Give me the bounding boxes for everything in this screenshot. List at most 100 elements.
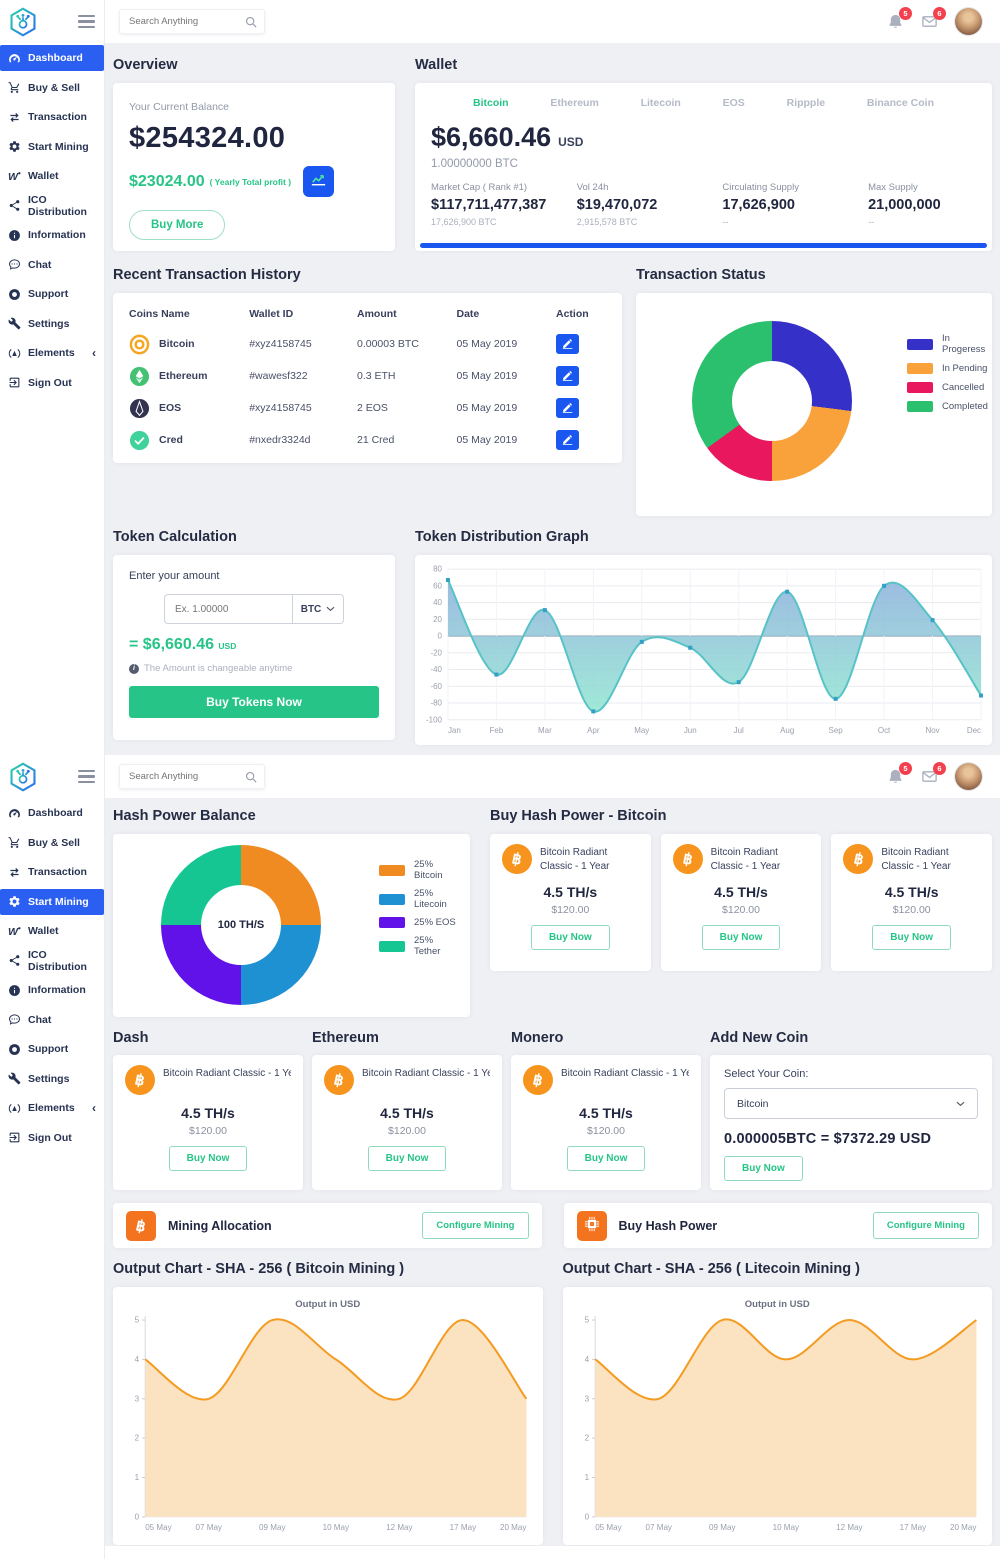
buy-hash-power-card: Buy Hash Power Configure Mining — [563, 1203, 992, 1248]
support-icon — [8, 288, 21, 301]
messages-icon[interactable]: 6 — [921, 7, 946, 30]
edit-transaction-button[interactable] — [556, 430, 579, 450]
buy-now-button[interactable]: Buy Now — [530, 925, 610, 950]
hash-rate: 4.5 TH/s — [714, 884, 768, 900]
edit-transaction-button[interactable] — [556, 366, 579, 386]
user-avatar[interactable] — [955, 763, 982, 790]
sidebar-item-ico-distribution[interactable]: ICO Distribution — [0, 193, 104, 219]
info-icon: i — [129, 663, 139, 674]
cart-icon — [8, 81, 21, 94]
sidebar-item-dashboard[interactable]: Dashboard — [0, 45, 104, 71]
notifications-bell-icon[interactable]: 5 — [887, 7, 912, 30]
coin-cell: Ethereum — [129, 366, 249, 387]
sidebar-item-wallet[interactable]: W Wallet — [0, 918, 104, 944]
plan-price: $120.00 — [551, 904, 590, 916]
buy-more-button[interactable]: Buy More — [129, 210, 226, 240]
sidebar-item-buy-sell[interactable]: Buy & Sell — [0, 75, 104, 101]
sidebar-item-start-mining[interactable]: Start Mining — [0, 134, 104, 160]
sidebar-item-transaction[interactable]: Transaction — [0, 859, 104, 885]
token-calc-column: Token Calculation Enter your amount BTC … — [113, 528, 395, 745]
wallet-tab-rippple[interactable]: Rippple — [786, 97, 826, 109]
wallet-tab-eos[interactable]: EOS — [722, 97, 745, 109]
svg-text:-60: -60 — [430, 682, 442, 691]
sidebar-item-support[interactable]: Support — [0, 281, 104, 307]
wallet-tab-ethereum[interactable]: Ethereum — [550, 97, 599, 109]
sidebar-item-transaction[interactable]: Transaction — [0, 104, 104, 130]
search-box[interactable] — [119, 9, 265, 34]
sidebar-item-settings[interactable]: Settings — [0, 311, 104, 337]
buy-now-button[interactable]: Buy Now — [872, 925, 952, 950]
buy-now-button[interactable]: Buy Now — [367, 1146, 447, 1171]
wallet-tab-litecoin[interactable]: Litecoin — [640, 97, 681, 109]
edit-transaction-button[interactable] — [556, 398, 579, 418]
chat-icon — [8, 258, 21, 271]
notifications-bell-icon[interactable]: 5 — [887, 762, 912, 785]
messages-icon[interactable]: 6 — [921, 762, 946, 785]
svg-text:17 May: 17 May — [899, 1523, 925, 1532]
wallet-indicator-bar — [420, 243, 987, 248]
sidebar-item-chat[interactable]: Chat — [0, 1007, 104, 1033]
action-cell — [556, 366, 606, 386]
sidebar-item-label: Sign Out — [28, 376, 72, 389]
legend-swatch — [379, 917, 405, 928]
sidebar-item-chat[interactable]: Chat — [0, 252, 104, 278]
buy-now-button[interactable]: Buy Now — [168, 1146, 248, 1171]
bitcoin-icon: ฿ — [502, 844, 532, 874]
eos-coin-icon — [129, 398, 150, 419]
svg-text:09 May: 09 May — [259, 1523, 285, 1532]
sidebar-item-elements[interactable]: Elements ‹ — [0, 1095, 104, 1121]
sidebar-item-wallet[interactable]: W Wallet — [0, 163, 104, 189]
output-litecoin-column: Output Chart - SHA - 256 ( Litecoin Mini… — [562, 1260, 992, 1545]
svg-text:Oct: Oct — [878, 726, 891, 735]
currency-select[interactable]: BTC — [292, 594, 344, 624]
wallet-currency: USD — [558, 135, 584, 149]
svg-text:Nov: Nov — [925, 726, 939, 735]
menu-toggle-icon[interactable] — [78, 767, 95, 787]
svg-text:10 May: 10 May — [323, 1523, 349, 1532]
sidebar-item-support[interactable]: Support — [0, 1036, 104, 1062]
hash-chart-legend: 25% Bitcoin 25% Litecoin 25% EOS 25% Tether — [379, 859, 460, 957]
legend-item: Cancelled — [907, 382, 988, 393]
sidebar-item-ico-distribution[interactable]: ICO Distribution — [0, 948, 104, 974]
search-box[interactable] — [119, 764, 265, 789]
sidebar-item-sign-out[interactable]: Sign Out — [0, 370, 104, 396]
sidebar-item-sign-out[interactable]: Sign Out — [0, 1125, 104, 1151]
legend-label: In Pending — [942, 363, 988, 374]
column-header-action: Action — [556, 307, 589, 320]
chart-line-icon — [303, 166, 335, 197]
sidebar-item-dashboard[interactable]: Dashboard — [0, 800, 104, 826]
message-badge: 6 — [933, 7, 946, 20]
wallet-tabs: Bitcoin Ethereum Litecoin EOS Rippple Binance… — [431, 95, 976, 109]
user-avatar[interactable] — [955, 8, 982, 35]
plan-name: Bitcoin Radiant Classic - 1 Year — [710, 847, 781, 872]
sidebar-item-information[interactable]: Information — [0, 977, 104, 1003]
legend-label: In Progeress — [942, 333, 986, 355]
sidebar-item-buy-sell[interactable]: Buy & Sell — [0, 830, 104, 856]
buy-now-button[interactable]: Buy Now — [724, 1156, 803, 1181]
stat-sub: 17,626,900 BTC — [431, 217, 497, 227]
buy-now-button[interactable]: Buy Now — [701, 925, 781, 950]
sidebar-item-start-mining[interactable]: Start Mining — [0, 888, 104, 915]
buy-now-button[interactable]: Buy Now — [566, 1146, 646, 1171]
svg-text:-40: -40 — [430, 665, 442, 674]
coin-select[interactable]: Bitcoin — [724, 1088, 978, 1119]
sidebar-item-elements[interactable]: Elements ‹ — [0, 340, 104, 366]
sidebar-item-settings[interactable]: Settings — [0, 1066, 104, 1092]
wallet-tab-binance-coin[interactable]: Binance Coin — [866, 97, 934, 109]
search-input[interactable] — [120, 771, 264, 782]
sidebar-item-information[interactable]: Information — [0, 222, 104, 248]
hash-power-balance-card: 100 TH/S 25% Bitcoin 25% Litecoin 25% EOS 2… — [113, 834, 470, 1017]
menu-toggle-icon[interactable] — [78, 12, 95, 32]
buy-tokens-button[interactable]: Buy Tokens Now — [129, 686, 379, 718]
sidebar-item-label: Transaction — [28, 866, 87, 878]
search-input[interactable] — [120, 16, 264, 27]
section-title-output-bitcoin: Output Chart - SHA - 256 ( Bitcoin Minin… — [113, 1261, 405, 1277]
wallet-tab-bitcoin[interactable]: Bitcoin — [473, 97, 509, 109]
amount-input[interactable] — [164, 594, 292, 624]
wallet-btc-amount: 1.00000000 BTC — [431, 158, 518, 170]
configure-mining-button[interactable]: Configure Mining — [872, 1212, 979, 1239]
edit-transaction-button[interactable] — [556, 334, 579, 354]
table-row: EOS #xyz4158745 2 EOS 05 May 2019 — [129, 392, 606, 424]
configure-mining-button[interactable]: Configure Mining — [422, 1212, 529, 1239]
transfer-icon — [8, 111, 21, 124]
